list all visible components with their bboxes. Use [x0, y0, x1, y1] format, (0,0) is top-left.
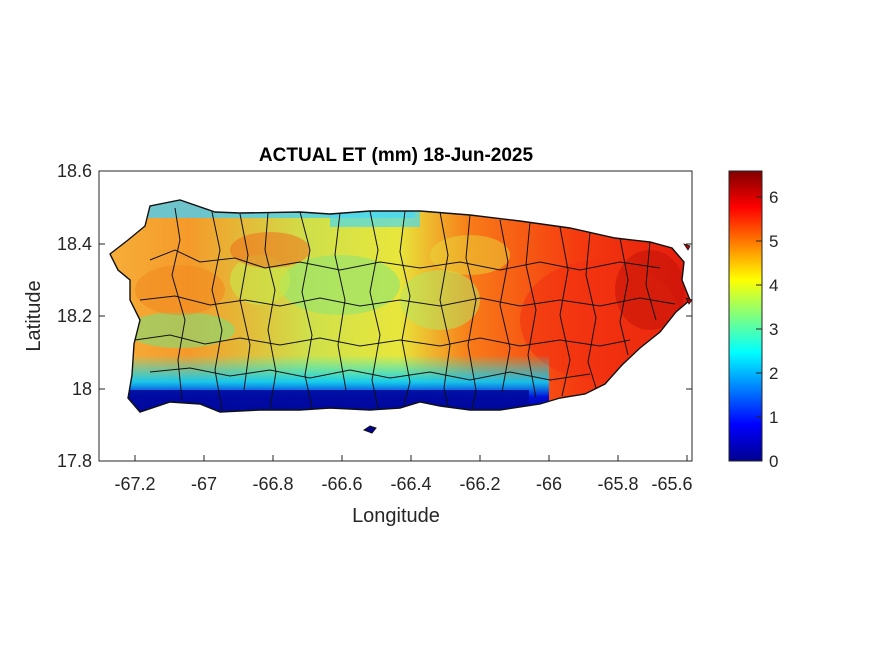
colorbar-tick-label: 1: [769, 408, 778, 427]
y-axis: [99, 170, 692, 462]
municipal-boundaries: [134, 207, 676, 411]
y-tick-label: 18.4: [57, 234, 92, 254]
colorbar-tick-label: 2: [769, 364, 778, 383]
x-tick-label: -67.2: [114, 474, 155, 494]
caja-de-muertos-islet: [362, 425, 377, 434]
colorbar: [728, 170, 763, 462]
y-tick-label: 18: [72, 379, 92, 399]
colorbar-tick-label: 0: [769, 452, 778, 471]
x-tick-label: -66.8: [252, 474, 293, 494]
x-tick-label: -66.6: [321, 474, 362, 494]
y-tick-label: 17.8: [57, 451, 92, 471]
colorbar-tick-label: 6: [769, 188, 778, 207]
colorbar-ticks: [756, 196, 762, 462]
colorbar-tick-label: 4: [769, 276, 778, 295]
x-tick-label: -65.6: [651, 474, 692, 494]
y-tick-label: 18.2: [57, 306, 92, 326]
y-axis-label: Latitude: [23, 280, 45, 351]
x-axis: [134, 455, 688, 461]
x-tick-label: -66.4: [390, 474, 431, 494]
eastern-cays: [683, 243, 693, 305]
y-tick-label: 18.6: [57, 161, 92, 181]
x-tick-label: -67: [191, 474, 217, 494]
island-outline: [109, 199, 691, 413]
chart-title: ACTUAL ET (mm) 18-Jun-2025: [259, 145, 534, 166]
colorbar-tick-label: 3: [769, 320, 778, 339]
x-axis-label: Longitude: [352, 505, 440, 527]
x-tick-label: -66: [536, 474, 562, 494]
x-tick-label: -66.2: [459, 474, 500, 494]
x-tick-label: -65.8: [597, 474, 638, 494]
colorbar-tick-label: 5: [769, 232, 778, 251]
